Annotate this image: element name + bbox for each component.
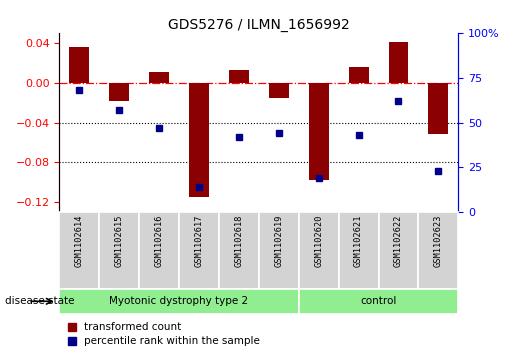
- Bar: [299, 289, 458, 314]
- Bar: [299, 212, 339, 289]
- Bar: [349, 67, 369, 82]
- Text: disease state: disease state: [5, 296, 75, 306]
- Bar: [428, 82, 449, 134]
- Bar: [179, 212, 219, 289]
- Bar: [69, 46, 89, 82]
- Text: Myotonic dystrophy type 2: Myotonic dystrophy type 2: [109, 296, 249, 306]
- Text: GSM1102614: GSM1102614: [75, 215, 83, 267]
- Text: GSM1102622: GSM1102622: [394, 215, 403, 267]
- Text: GSM1102617: GSM1102617: [195, 215, 203, 267]
- Bar: [379, 212, 418, 289]
- Bar: [308, 82, 329, 180]
- Text: GSM1102618: GSM1102618: [234, 215, 243, 267]
- Text: GSM1102621: GSM1102621: [354, 215, 363, 267]
- Text: GSM1102615: GSM1102615: [115, 215, 124, 267]
- Bar: [388, 42, 408, 82]
- Text: GSM1102623: GSM1102623: [434, 215, 443, 267]
- Bar: [219, 212, 259, 289]
- Bar: [418, 212, 458, 289]
- Bar: [99, 212, 139, 289]
- Bar: [139, 212, 179, 289]
- Bar: [149, 72, 169, 82]
- Bar: [59, 212, 99, 289]
- Legend: transformed count, percentile rank within the sample: transformed count, percentile rank withi…: [64, 319, 263, 350]
- Bar: [269, 82, 289, 98]
- Bar: [59, 289, 299, 314]
- Bar: [339, 212, 379, 289]
- Title: GDS5276 / ILMN_1656992: GDS5276 / ILMN_1656992: [168, 18, 350, 32]
- Text: GSM1102619: GSM1102619: [274, 215, 283, 267]
- Text: control: control: [360, 296, 397, 306]
- Text: GSM1102620: GSM1102620: [314, 215, 323, 267]
- Bar: [109, 82, 129, 101]
- Bar: [189, 82, 209, 197]
- Text: GSM1102616: GSM1102616: [154, 215, 163, 267]
- Bar: [229, 70, 249, 82]
- Bar: [259, 212, 299, 289]
